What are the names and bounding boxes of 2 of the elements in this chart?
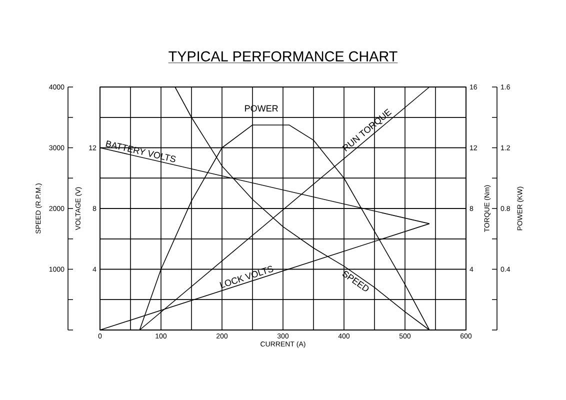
chart-title: TYPICAL PERFORMANCE CHART <box>168 51 398 62</box>
text: BATTERY VOLTS <box>106 140 176 162</box>
